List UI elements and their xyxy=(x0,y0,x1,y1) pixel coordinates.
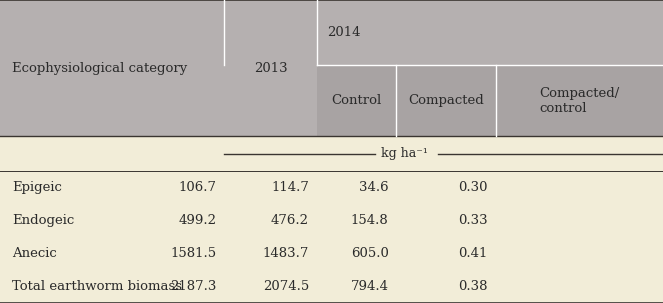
Text: 34.6: 34.6 xyxy=(359,181,389,194)
Text: 114.7: 114.7 xyxy=(271,181,309,194)
Text: 605.0: 605.0 xyxy=(351,247,389,260)
Text: 0.41: 0.41 xyxy=(459,247,488,260)
Bar xyxy=(0,65,663,136)
Text: 794.4: 794.4 xyxy=(351,280,389,293)
Bar xyxy=(317,65,663,136)
Text: 499.2: 499.2 xyxy=(178,214,216,227)
Bar xyxy=(0,136,663,303)
Text: Control: Control xyxy=(332,94,382,107)
Text: Compacted: Compacted xyxy=(408,94,484,107)
Text: 1483.7: 1483.7 xyxy=(263,247,309,260)
Text: 476.2: 476.2 xyxy=(271,214,309,227)
Text: 0.33: 0.33 xyxy=(458,214,488,227)
Text: 154.8: 154.8 xyxy=(351,214,389,227)
Text: 2014: 2014 xyxy=(327,26,361,39)
Text: Epigeic: Epigeic xyxy=(12,181,62,194)
Text: 0.38: 0.38 xyxy=(459,280,488,293)
Text: Endogeic: Endogeic xyxy=(12,214,74,227)
Text: Anecic: Anecic xyxy=(12,247,56,260)
Text: 1581.5: 1581.5 xyxy=(170,247,216,260)
Text: 2074.5: 2074.5 xyxy=(263,280,309,293)
Text: kg ha⁻¹: kg ha⁻¹ xyxy=(381,147,428,160)
Text: 0.30: 0.30 xyxy=(459,181,488,194)
Bar xyxy=(0,0,663,65)
Text: 2187.3: 2187.3 xyxy=(170,280,216,293)
Text: 2013: 2013 xyxy=(254,62,287,75)
Text: 106.7: 106.7 xyxy=(178,181,216,194)
Text: Compacted/
control: Compacted/ control xyxy=(539,87,620,115)
Text: Total earthworm biomass: Total earthworm biomass xyxy=(12,280,182,293)
Text: Ecophysiological category: Ecophysiological category xyxy=(12,62,187,75)
